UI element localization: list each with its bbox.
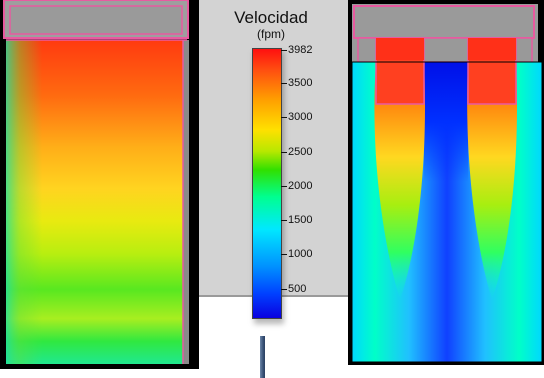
scale-tick: [281, 50, 287, 51]
velocity-field-right: [348, 0, 544, 365]
velocity-field-left: [0, 0, 199, 369]
scale-tick-label: 500: [288, 283, 307, 295]
scale-tick-label: 1000: [288, 248, 313, 260]
scale-tick-label: 3982: [288, 44, 313, 56]
legend-unit: (fpm): [257, 27, 285, 41]
stand-post: [260, 336, 265, 378]
scale-tick: [281, 83, 287, 84]
legend-title: Velocidad: [234, 8, 308, 27]
scale-tick-label: 3000: [288, 111, 313, 123]
scale-tick: [281, 254, 287, 255]
scale-tick: [281, 220, 287, 221]
scale-tick-label: 1500: [288, 214, 313, 226]
scale-tick: [281, 289, 287, 290]
velocity-plot-right: [348, 0, 544, 365]
scale-tick-label: 2500: [288, 146, 313, 158]
scale-tick: [281, 186, 287, 187]
velocity-plot-left: [0, 0, 199, 369]
scale-tick: [281, 152, 287, 153]
scale-tick: [281, 117, 287, 118]
scale-tick-label: 3500: [288, 77, 313, 89]
color-scale-bar: [252, 48, 282, 319]
scale-tick-label: 2000: [288, 180, 313, 192]
